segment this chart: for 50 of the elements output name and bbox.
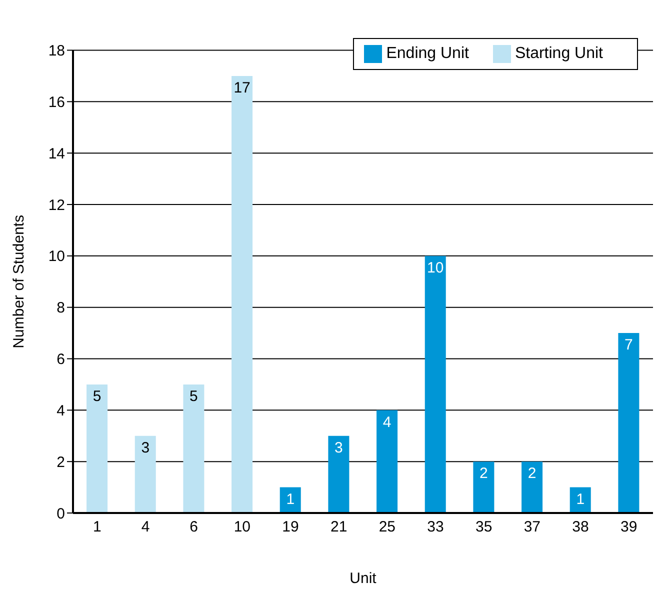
- legend-label: Ending Unit: [386, 45, 469, 62]
- x-tick-label: 39: [620, 518, 638, 536]
- legend-label: Starting Unit: [514, 45, 603, 62]
- y-tick-label: 0: [56, 505, 65, 522]
- data-label: 2: [528, 465, 536, 482]
- bar: [424, 256, 446, 513]
- data-label: 4: [382, 414, 392, 431]
- data-label: 5: [190, 388, 198, 406]
- y-axis-title: Number of Students: [10, 214, 28, 348]
- bar: [473, 462, 494, 513]
- data-label: 1: [576, 490, 585, 508]
- data-label: 1: [286, 490, 295, 508]
- x-tick-label: 21: [330, 518, 348, 536]
- y-tick-label: 14: [48, 145, 65, 162]
- x-tick-label: 10: [234, 518, 251, 536]
- x-tick-label: 38: [572, 518, 589, 536]
- y-tick-label: 6: [56, 351, 65, 368]
- x-tick-label: 6: [190, 518, 198, 536]
- y-tick-label: 4: [56, 402, 65, 420]
- y-tick-label: 2: [56, 454, 65, 471]
- data-label: 17: [234, 80, 250, 97]
- data-label: 7: [624, 336, 633, 354]
- y-tick-label: 16: [48, 94, 65, 111]
- bar: [522, 462, 543, 513]
- x-tick-label: 25: [378, 518, 396, 536]
- bar: [328, 436, 350, 513]
- bar: [86, 384, 108, 513]
- y-tick-label: 10: [48, 248, 65, 266]
- data-label: 10: [427, 260, 444, 277]
- data-label: 2: [480, 465, 488, 482]
- y-tick-label: 18: [48, 42, 65, 60]
- bar: [134, 436, 156, 513]
- bar: [183, 384, 204, 513]
- bar: [280, 487, 301, 513]
- data-label: 3: [141, 440, 150, 457]
- bar: [232, 76, 253, 513]
- x-tick-label: 37: [524, 518, 541, 536]
- bar: [570, 487, 591, 513]
- x-tick-label: 1: [92, 518, 102, 536]
- x-tick-label: 19: [282, 518, 299, 536]
- bar: [376, 410, 398, 513]
- x-axis-title: Unit: [350, 570, 378, 587]
- x-tick-label: 4: [141, 518, 150, 536]
- x-tick-label: 35: [475, 518, 492, 536]
- y-tick-label: 8: [56, 300, 65, 317]
- x-tick-label: 33: [427, 518, 444, 536]
- bar: [618, 333, 640, 513]
- data-label: 5: [92, 388, 102, 406]
- data-label: 3: [334, 440, 343, 457]
- y-tick-label: 12: [48, 196, 65, 214]
